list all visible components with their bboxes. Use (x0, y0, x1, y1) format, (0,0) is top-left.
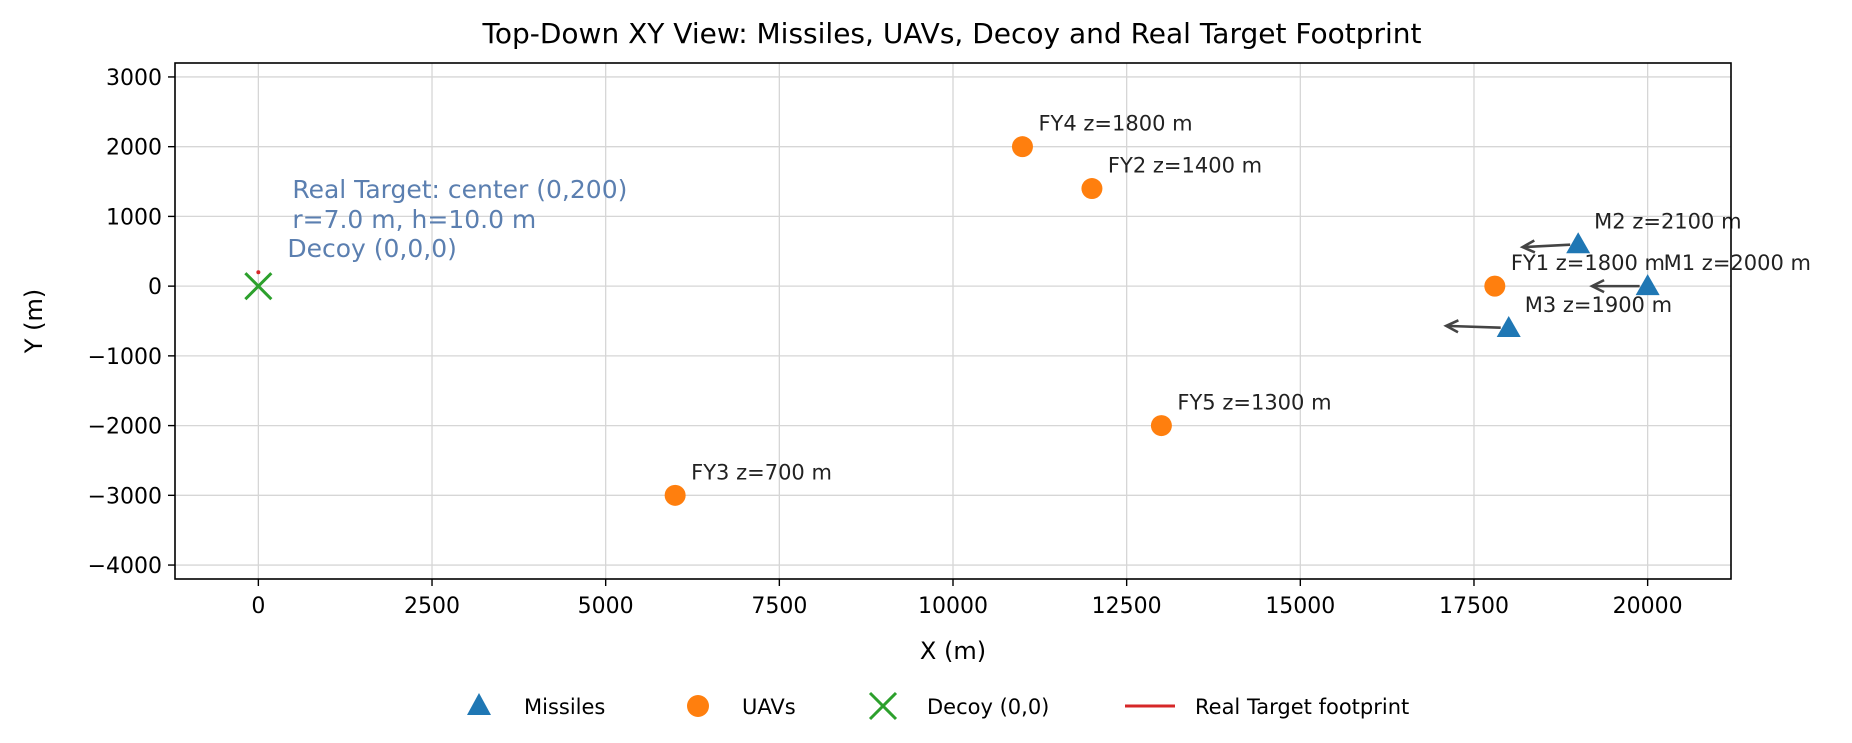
x-tick-label: 5000 (578, 594, 634, 619)
y-tick-label: −2000 (88, 415, 162, 440)
real-target-footprint (256, 270, 261, 275)
missile-point (1635, 274, 1660, 296)
uav-label: FY2 z=1400 m (1108, 154, 1262, 178)
legend: Missiles UAVs Decoy (0,0) Real Target footp… (467, 691, 1409, 721)
uav-point (1081, 178, 1103, 200)
y-tick-label: 1000 (106, 205, 162, 230)
real-target-label: r=7.0 m, h=10.0 m (292, 205, 536, 234)
uav-point (664, 484, 686, 506)
y-tick-label: −3000 (88, 484, 162, 509)
legend-decoy-label: Decoy (0,0) (927, 695, 1049, 719)
x-axis-label: X (m) (920, 637, 986, 665)
missile-arrow-head (1519, 239, 1536, 254)
legend-target-label: Real Target footprint (1195, 695, 1409, 719)
uav-label: FY1 z=1800 m (1511, 251, 1665, 275)
uav-label: FY4 z=1800 m (1038, 112, 1192, 136)
uav-point (1484, 275, 1506, 297)
y-tick-label: −1000 (88, 345, 162, 370)
legend-missile-label: Missiles (524, 695, 605, 719)
decoy-marker (244, 272, 273, 301)
missile-arrow-head (1443, 319, 1459, 334)
grid (175, 63, 1731, 579)
missile-label: M2 z=2100 m (1594, 209, 1741, 233)
x-tick-label: 17500 (1439, 594, 1509, 619)
chart-title: Top-Down XY View: Missiles, UAVs, Decoy … (482, 17, 1422, 50)
x-tick-label: 7500 (751, 594, 807, 619)
missile-point (1496, 315, 1521, 337)
missile-point (1566, 232, 1591, 254)
x-tick-label: 2500 (404, 594, 460, 619)
legend-decoy-marker (868, 691, 898, 721)
missile-label: M3 z=1900 m (1525, 293, 1672, 317)
decoy-label: Decoy (0,0,0) (287, 234, 457, 263)
y-axis-label: Y (m) (20, 289, 48, 354)
missile-label: M1 z=2000 m (1664, 251, 1811, 275)
real-target-label: Real Target: center (0,200) (292, 175, 627, 204)
uav-point (1150, 415, 1172, 437)
missile-arrow-head (1589, 278, 1605, 294)
x-tick-label: 0 (251, 594, 265, 619)
legend-missile-marker (467, 693, 491, 715)
missile-direction-arrow (1522, 243, 1571, 249)
uav-point (1011, 136, 1033, 158)
uav-label: FY5 z=1300 m (1177, 391, 1331, 415)
x-tick-label: 20000 (1613, 594, 1683, 619)
legend-uav-label: UAVs (742, 695, 796, 719)
y-tick-label: 2000 (106, 136, 162, 161)
y-tick-label: 3000 (106, 66, 162, 91)
y-tick-label: 0 (148, 275, 162, 300)
axis-ticks: 0 2500 5000 7500 10000 12500 15000 17500 2000030… (88, 66, 1683, 619)
x-tick-label: 10000 (918, 594, 988, 619)
x-tick-label: 12500 (1092, 594, 1162, 619)
y-tick-label: −4000 (88, 554, 162, 579)
uav-label: FY3 z=700 m (691, 460, 832, 484)
x-tick-label: 15000 (1265, 594, 1335, 619)
missile-direction-arrow (1446, 324, 1501, 330)
chart-marks: FY1 z=1800 m FY2 z=1400 m FY3 z=700 m FY4 z… (244, 112, 1811, 506)
legend-uav-marker (687, 695, 709, 717)
